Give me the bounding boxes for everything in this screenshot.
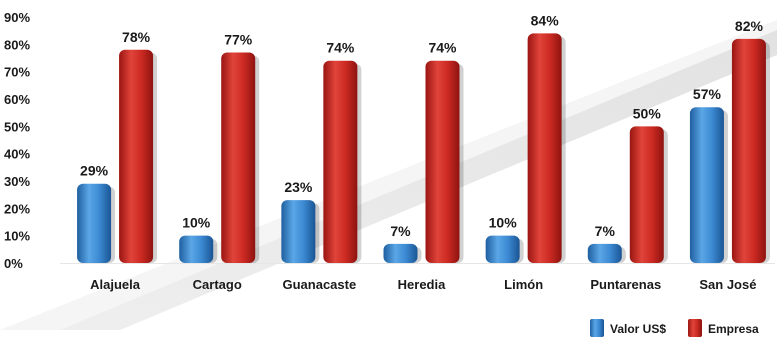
y-tick-label: 70% — [4, 65, 30, 80]
y-tick-label: 50% — [4, 119, 30, 134]
x-category-label: Puntarenas — [590, 277, 661, 292]
bar-valor-us — [689, 107, 724, 263]
y-tick-label: 40% — [4, 147, 30, 162]
legend: Valor US$ Empresa — [590, 319, 759, 337]
y-tick-label: 80% — [4, 37, 30, 52]
data-label: 78% — [122, 29, 151, 45]
data-label: 7% — [390, 223, 411, 239]
x-category-label: Cartago — [193, 277, 242, 292]
y-tick-label: 10% — [4, 229, 30, 244]
data-label: 29% — [80, 163, 109, 179]
legend-swatch-valor-us — [590, 319, 604, 337]
y-tick-label: 0% — [4, 256, 23, 271]
bar-valor-us — [179, 235, 214, 263]
bar-valor-us — [383, 243, 418, 263]
data-label: 82% — [735, 18, 764, 34]
data-label: 74% — [428, 40, 457, 56]
y-axis: 0% 10% 20% 30% 40% 50% 60% 70% 80% 90% — [4, 10, 775, 271]
x-category-label: Alajuela — [90, 277, 141, 292]
x-axis-labels: Alajuela Cartago Guanacaste Heredia Limón Pun… — [90, 277, 756, 292]
y-tick-label: 60% — [4, 92, 30, 107]
x-category-label: Guanacaste — [283, 277, 357, 292]
bars-group: 29% 78% 10% 77% 23% 74% 7% 74% 10% 84% 7% 50% 57% 82% — [77, 12, 770, 264]
legend-swatch-empresa — [688, 319, 702, 337]
x-category-label: Heredia — [398, 277, 446, 292]
data-label: 77% — [224, 32, 253, 48]
data-label: 10% — [182, 215, 211, 231]
data-label: 10% — [489, 215, 518, 231]
bar-valor-us — [77, 183, 112, 263]
data-label: 50% — [633, 105, 662, 121]
bar-valor-us — [485, 235, 520, 263]
bar-empresa — [425, 60, 460, 263]
legend-label: Empresa — [708, 322, 759, 336]
x-category-label: San José — [699, 277, 756, 292]
data-label: 23% — [284, 179, 313, 195]
bar-empresa — [527, 33, 562, 264]
x-category-label: Limón — [504, 277, 543, 292]
bar-empresa — [119, 49, 154, 263]
y-tick-label: 20% — [4, 201, 30, 216]
data-label: 74% — [326, 40, 355, 56]
bar-empresa — [629, 126, 664, 263]
data-label: 7% — [595, 223, 616, 239]
bar-empresa — [323, 60, 358, 263]
data-label: 84% — [531, 12, 560, 28]
legend-label: Valor US$ — [610, 322, 666, 336]
bar-valor-us — [587, 243, 622, 263]
data-label: 57% — [693, 86, 722, 102]
y-tick-label: 90% — [4, 10, 30, 25]
y-tick-label: 30% — [4, 174, 30, 189]
bar-valor-us — [281, 200, 316, 263]
bar-empresa — [221, 52, 256, 264]
bar-empresa — [731, 38, 766, 263]
